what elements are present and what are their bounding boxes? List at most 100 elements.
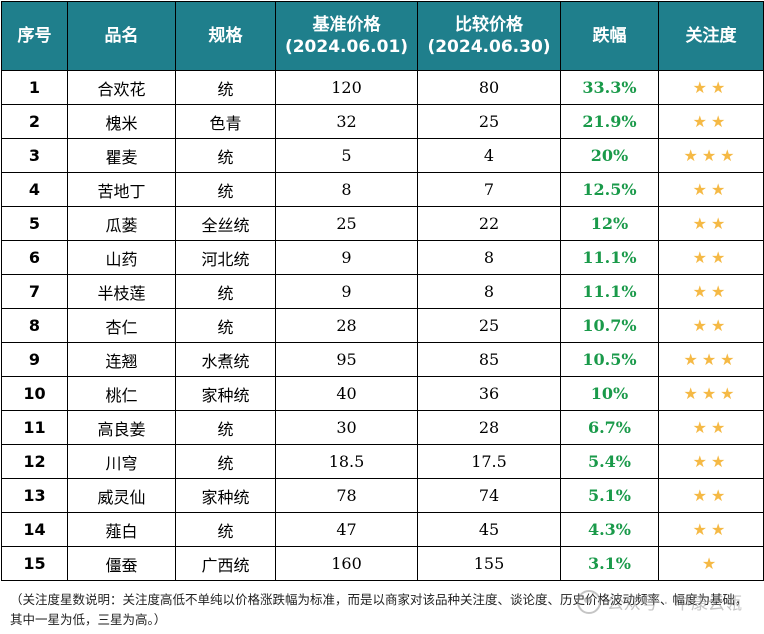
row-change: 6.7% (560, 410, 659, 445)
row-compare-price: 28 (417, 410, 561, 445)
table-row: 9 连翘 水煮统 95 85 10.5% ★★★ (1, 342, 764, 377)
row-compare-price: 155 (417, 546, 561, 581)
row-base-price: 95 (275, 342, 418, 377)
header-base-price-label: 基准价格 (312, 15, 381, 35)
row-base-price: 32 (275, 104, 418, 139)
star-rating-icon: ★★ (658, 70, 764, 105)
row-index: 6 (1, 240, 68, 275)
watermark: 公众号 · 中康云瓴 (576, 589, 742, 614)
header-name: 品名 (67, 1, 176, 71)
row-index: 12 (1, 444, 68, 479)
table-row: 10 桃仁 家种统 40 36 10% ★★★ (1, 376, 764, 411)
row-base-price: 47 (275, 512, 418, 547)
row-compare-price: 25 (417, 104, 561, 139)
table-row: 3 瞿麦统 5 4 20% ★★★ (1, 138, 764, 173)
row-compare-price: 22 (417, 206, 561, 241)
header-base-price: 基准价格 (2024.06.01) (275, 1, 418, 71)
table-row: 7 半枝莲统 9 8 11.1% ★★ (1, 274, 764, 309)
star-rating-icon: ★★ (658, 206, 764, 241)
row-index: 10 (1, 376, 68, 411)
row-index: 11 (1, 410, 68, 445)
row-index: 2 (1, 104, 68, 139)
row-change: 11.1% (560, 240, 659, 275)
row-name: 杏仁 (67, 308, 176, 343)
watermark-text: 公众号 · 中康云瓴 (606, 594, 742, 614)
table-row: 8 杏仁统 28 25 10.7% ★★ (1, 308, 764, 343)
row-change: 12.5% (560, 172, 659, 207)
row-change: 5.4% (560, 444, 659, 479)
row-index: 9 (1, 342, 68, 377)
row-compare-price: 7 (417, 172, 561, 207)
header-spec: 规格 (175, 1, 276, 71)
row-index: 4 (1, 172, 68, 207)
star-rating-icon: ★★★ (658, 138, 764, 173)
row-base-price: 28 (275, 308, 418, 343)
header-index: 序号 (1, 1, 68, 71)
header-row: 序号 品名 规格 基准价格 (2024.06.01) 比较价格 (2024.06… (1, 1, 764, 71)
row-base-price: 8 (275, 172, 418, 207)
row-name: 薤白 (67, 512, 176, 547)
row-spec: 全丝统 (175, 206, 276, 241)
row-name: 连翘 (67, 342, 176, 377)
star-rating-icon: ★ (658, 546, 764, 581)
row-spec: 家种统 (175, 478, 276, 513)
table-row: 13 威灵仙 家种统 78 74 5.1% ★★ (1, 478, 764, 513)
row-change: 21.9% (560, 104, 659, 139)
row-index: 1 (1, 70, 68, 105)
row-index: 13 (1, 478, 68, 513)
row-index: 14 (1, 512, 68, 547)
star-rating-icon: ★★ (658, 512, 764, 547)
table-row: 5 瓜蒌 全丝统 25 22 12% ★★ (1, 206, 764, 241)
row-name: 瞿麦 (67, 138, 176, 173)
star-rating-icon: ★★ (658, 308, 764, 343)
star-rating-icon: ★★ (658, 274, 764, 309)
table-row: 6 山药 河北统 9 8 11.1% ★★ (1, 240, 764, 275)
row-change: 10.5% (560, 342, 659, 377)
row-compare-price: 85 (417, 342, 561, 377)
row-name: 山药 (67, 240, 176, 275)
row-compare-price: 8 (417, 240, 561, 275)
row-index: 8 (1, 308, 68, 343)
star-rating-icon: ★★ (658, 240, 764, 275)
row-name: 合欢花 (67, 70, 176, 105)
row-spec: 统 (175, 70, 276, 105)
table-row: 14 薤白统 47 45 4.3% ★★ (1, 512, 764, 547)
row-compare-price: 17.5 (417, 444, 561, 479)
row-index: 7 (1, 274, 68, 309)
header-compare-price-date: (2024.06.30) (427, 37, 551, 57)
row-change: 11.1% (560, 274, 659, 309)
star-rating-icon: ★★ (658, 104, 764, 139)
price-table: 序号 品名 规格 基准价格 (2024.06.01) 比较价格 (2024.06… (1, 1, 764, 581)
star-rating-icon: ★★ (658, 172, 764, 207)
row-base-price: 78 (275, 478, 418, 513)
row-spec: 统 (175, 172, 276, 207)
header-compare-price: 比较价格 (2024.06.30) (417, 1, 561, 71)
row-name: 僵蚕 (67, 546, 176, 581)
row-spec: 家种统 (175, 376, 276, 411)
row-name: 高良姜 (67, 410, 176, 445)
header-attention: 关注度 (658, 1, 764, 71)
row-spec: 统 (175, 410, 276, 445)
table-row: 4 苦地丁统 8 7 12.5% ★★ (1, 172, 764, 207)
row-change: 4.3% (560, 512, 659, 547)
row-compare-price: 45 (417, 512, 561, 547)
row-base-price: 9 (275, 240, 418, 275)
row-compare-price: 4 (417, 138, 561, 173)
header-compare-price-label: 比较价格 (455, 15, 523, 35)
star-rating-icon: ★★★ (658, 342, 764, 377)
row-name: 槐米 (67, 104, 176, 139)
row-name: 瓜蒌 (67, 206, 176, 241)
row-spec: 广西统 (175, 546, 276, 581)
row-spec: 统 (175, 138, 276, 173)
row-spec: 统 (175, 308, 276, 343)
row-base-price: 18.5 (275, 444, 418, 479)
row-change: 5.1% (560, 478, 659, 513)
row-spec: 河北统 (175, 240, 276, 275)
row-change: 10% (560, 376, 659, 411)
table-row: 2 槐米 色青 32 25 21.9% ★★ (1, 104, 764, 139)
row-compare-price: 8 (417, 274, 561, 309)
row-change: 10.7% (560, 308, 659, 343)
row-name: 桃仁 (67, 376, 176, 411)
row-index: 15 (1, 546, 68, 581)
star-rating-icon: ★★ (658, 478, 764, 513)
